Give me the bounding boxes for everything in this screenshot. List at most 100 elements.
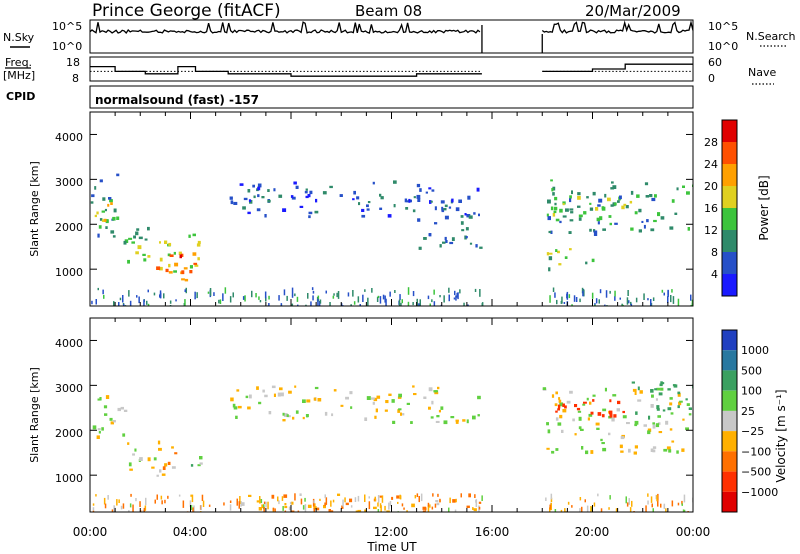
heatmap-cell [92,425,97,430]
heatmap-cell [379,193,382,197]
heatmap-cell [232,403,236,408]
heatmap-cell [434,222,438,225]
heatmap-cell [364,289,366,292]
heatmap-cell [404,198,408,203]
heatmap-cell [555,218,560,222]
heatmap-cell [599,216,603,221]
heatmap-cell [596,427,600,430]
heatmap-cell [181,278,185,281]
heatmap-cell [445,240,448,243]
heatmap-cell [397,501,399,504]
heatmap-cell [305,304,307,306]
heatmap-cell [307,504,312,508]
heatmap-cell [626,297,629,305]
heatmap-cell [406,200,409,203]
heatmap-cell [120,505,123,510]
heatmap-cell [478,501,482,504]
heatmap-cell [630,190,634,195]
heatmap-cell [325,290,327,294]
heatmap-cell [111,509,114,512]
heatmap-cell [597,221,600,225]
power-colorbar-tick-label: 20 [704,180,718,193]
heatmap-cell [291,294,294,298]
heatmap-cell [105,219,109,224]
heatmap-cell [188,234,191,238]
noise-tick-top-left: 10^5 [52,20,82,33]
heatmap-cell [559,208,563,213]
velocity-colorbar-swatch [722,330,737,351]
heatmap-cell [592,191,596,196]
heatmap-cell [579,298,581,303]
heatmap-cell [663,504,665,509]
heatmap-cell [310,301,312,306]
heatmap-cell [647,430,651,435]
heatmap-cell [577,410,582,413]
heatmap-cell [260,499,263,504]
heatmap-cell [199,456,203,460]
heatmap-cell [103,497,106,505]
heatmap-cell [257,194,260,198]
heatmap-cell [547,429,551,434]
heatmap-cell [319,299,322,304]
heatmap-cell [643,293,645,300]
heatmap-cell [608,215,612,218]
heatmap-cell [584,499,586,503]
heatmap-cell [578,214,583,218]
heatmap-cell [101,210,105,213]
velocity-colorbar-swatch [722,491,737,512]
heatmap-cell [233,201,238,205]
heatmap-cell [389,291,391,297]
heatmap-cell [546,213,549,217]
heatmap-cell [108,197,112,200]
heatmap-cell [651,394,654,398]
heatmap-cell [435,420,440,423]
heatmap-cell [655,398,658,401]
heatmap-cell [581,446,584,450]
freq-tick-top-right: 60 [708,56,722,69]
heatmap-cell [631,500,633,507]
heatmap-cell [466,505,470,508]
heatmap-cell [102,197,106,201]
heatmap-cell [635,297,638,303]
heatmap-cell [549,295,551,303]
heatmap-cell [194,264,199,267]
heatmap-cell [439,244,442,248]
heatmap-cell [97,428,101,431]
heatmap-cell [222,293,224,301]
heatmap-cell [136,295,138,298]
heatmap-cell [291,196,296,200]
heatmap-cell [127,442,130,445]
heatmap-cell [650,299,652,306]
noise-tick-top-right: 10^5 [708,20,738,33]
heatmap-cell [147,457,151,462]
power-range-tick-4000: 4000 [55,131,83,144]
heatmap-cell [173,270,177,273]
frequency-series [90,63,693,77]
heatmap-cell [342,499,344,507]
heatmap-cell [418,246,422,250]
heatmap-cell [436,415,440,418]
heatmap-cell [99,179,103,183]
heatmap-cell [656,387,661,391]
heatmap-cell [314,386,319,390]
heatmap-cell [261,504,264,509]
heatmap-cell [433,301,436,306]
heatmap-cell [614,202,617,206]
heatmap-cell [313,508,315,512]
heatmap-cell [160,495,163,500]
heatmap-cell [92,510,95,512]
heatmap-cell [568,231,572,234]
heatmap-cell [630,227,634,231]
heatmap-cell [595,298,598,304]
velocity-colorbar-swatch [722,410,737,432]
power-colorbar-swatch [722,142,737,164]
heatmap-cell [649,194,653,198]
heatmap-cell [431,400,434,405]
heatmap-cell [272,507,275,511]
heatmap-cell [229,504,232,511]
heatmap-cell [574,433,577,436]
heatmap-cell [337,493,341,496]
heatmap-cell [278,500,280,505]
heatmap-cell [422,506,427,510]
heatmap-cell [242,296,245,300]
